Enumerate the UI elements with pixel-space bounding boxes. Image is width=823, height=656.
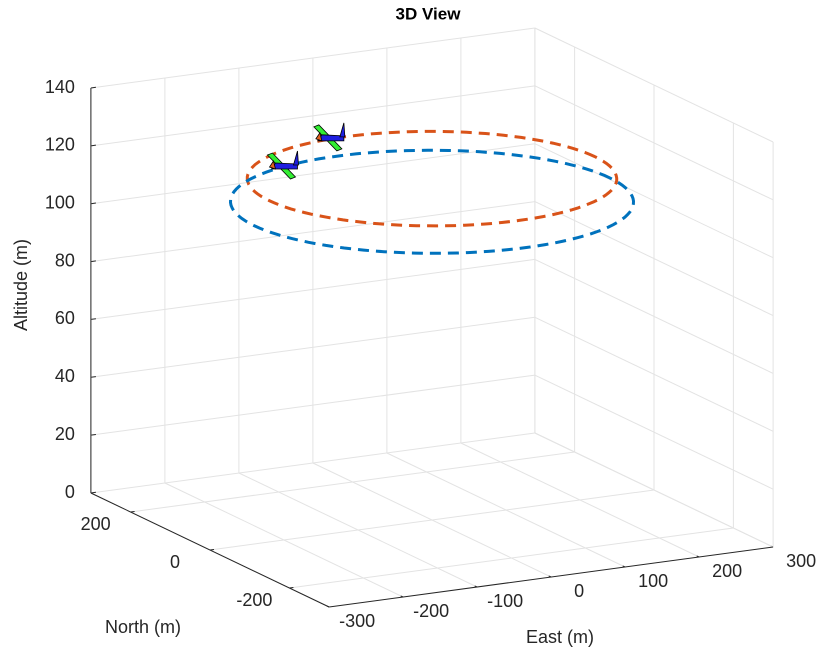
tick-mark	[90, 202, 96, 205]
z-tick-label: 80	[55, 250, 75, 270]
x-tick-label: -200	[413, 601, 449, 621]
grid-line	[289, 527, 734, 589]
x-tick-label: 200	[712, 561, 742, 581]
tick-mark	[90, 144, 96, 147]
grid-line	[90, 85, 535, 147]
grid-line	[90, 143, 535, 205]
aircraft	[266, 150, 299, 180]
aircraft-tail	[292, 150, 299, 166]
grid-line	[534, 374, 774, 490]
grid-line	[90, 374, 535, 436]
grid-line	[534, 85, 774, 201]
x-tick-label: 100	[638, 571, 668, 591]
tick-mark	[90, 376, 96, 378]
z-tick-label: 40	[55, 366, 75, 386]
grid-line	[534, 27, 774, 143]
z-tick-label: 20	[55, 424, 75, 444]
x-tick-label: 0	[574, 581, 584, 601]
grid-line	[90, 316, 535, 378]
y-axis	[90, 492, 330, 608]
aircraft-tail	[339, 122, 346, 138]
x-axis	[329, 546, 774, 608]
y-tick-label: 0	[170, 552, 180, 572]
aircraft-nose	[268, 160, 277, 170]
y-tick-label: -200	[236, 590, 272, 610]
chart-title: 3D View	[396, 4, 462, 23]
y-tick-label: 200	[81, 514, 111, 534]
tick-mark	[90, 433, 96, 436]
aircraft-nose	[315, 131, 323, 142]
grid-line	[534, 432, 774, 548]
x-tick-label: -100	[487, 591, 523, 611]
z-axis-label: Altitude (m)	[11, 239, 31, 331]
grid-line	[90, 258, 535, 320]
x-axis-label: East (m)	[526, 627, 594, 647]
z-tick-label: 120	[45, 135, 75, 155]
z-tick-label: 140	[45, 77, 75, 97]
trajectory	[228, 148, 636, 255]
grid-line	[130, 451, 575, 513]
grid-line	[90, 27, 535, 89]
z-tick-label: 60	[55, 308, 75, 328]
x-tick-label: -300	[339, 611, 375, 631]
z-tick-label: 0	[65, 482, 75, 502]
grid-line	[534, 143, 774, 259]
grid-line	[534, 258, 774, 374]
tick-mark	[90, 318, 96, 320]
grid-line	[90, 201, 535, 263]
grid-line	[209, 489, 655, 551]
plot-area	[228, 122, 636, 255]
y-axis-label: North (m)	[105, 617, 181, 637]
x-tick-label: 300	[786, 551, 816, 571]
grid-line	[534, 316, 774, 432]
z-tick-label: 100	[45, 192, 75, 212]
trajectory	[245, 129, 619, 228]
grid-line	[534, 201, 774, 317]
tick-mark	[90, 260, 96, 263]
tick-mark	[90, 86, 96, 89]
aircraft	[313, 122, 346, 152]
grid-line	[90, 432, 535, 494]
